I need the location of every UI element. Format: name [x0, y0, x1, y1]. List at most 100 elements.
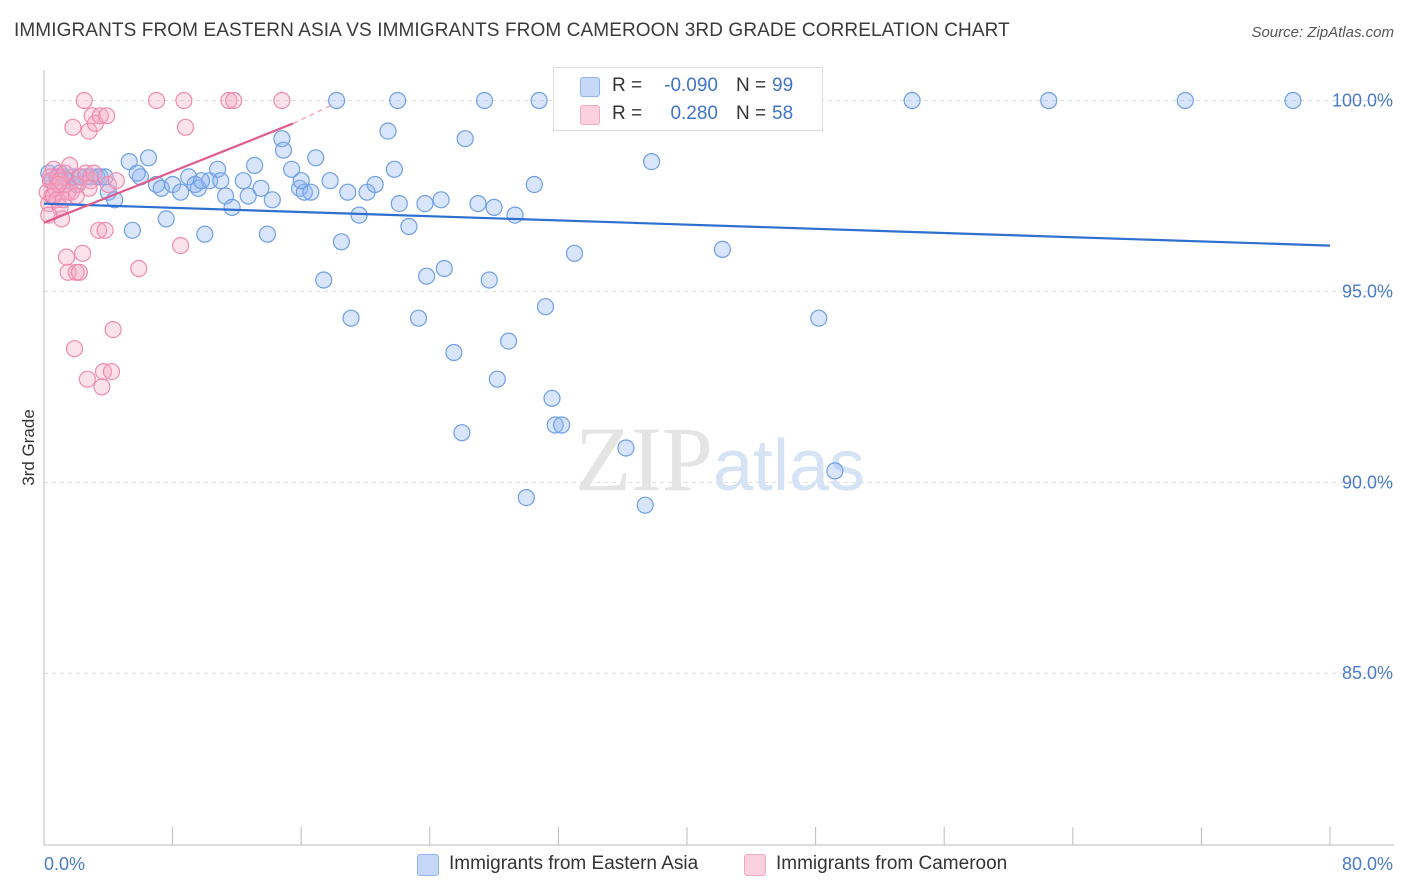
point-eastern-asia: [292, 172, 310, 190]
legend-label-eastern-asia: Immigrants from Eastern Asia: [449, 853, 699, 874]
point-eastern-asia: [152, 179, 170, 197]
data-points: [38, 91, 1302, 514]
point-cameroon: [64, 118, 82, 136]
point-eastern-asia: [400, 217, 418, 236]
point-cameroon: [130, 259, 148, 278]
point-eastern-asia: [246, 156, 264, 174]
point-eastern-asia: [223, 198, 241, 216]
point-eastern-asia: [385, 160, 403, 178]
point-cameroon: [73, 244, 92, 262]
point-cameroon: [225, 91, 243, 110]
point-eastern-asia: [390, 195, 408, 213]
legend-n-value: 99: [772, 75, 794, 96]
y-tick-label: 95.0%: [1342, 281, 1393, 301]
point-eastern-asia: [636, 496, 654, 514]
point-eastern-asia: [416, 195, 434, 213]
point-eastern-asia: [258, 225, 276, 243]
legend-swatch-cameroon: [580, 105, 600, 125]
legend-r-label: R =: [612, 75, 643, 96]
point-cameroon: [99, 175, 117, 194]
point-eastern-asia: [196, 225, 214, 243]
point-eastern-asia: [389, 91, 407, 110]
watermark: ZIPatlas: [575, 408, 865, 510]
point-eastern-asia: [500, 332, 518, 350]
point-eastern-asia: [488, 370, 506, 388]
point-eastern-asia: [172, 183, 190, 201]
point-eastern-asia: [418, 267, 436, 285]
trend-line-cameroon-extension: [292, 103, 334, 125]
trend-line-cameroon: [43, 122, 294, 224]
source-label: Source: ZipAtlas.com: [1251, 24, 1394, 41]
chart-title: IMMIGRANTS FROM EASTERN ASIA VS IMMIGRAN…: [14, 20, 1010, 41]
point-cameroon: [67, 187, 85, 205]
point-cameroon: [80, 179, 98, 197]
point-cameroon: [172, 237, 190, 255]
point-cameroon: [98, 107, 116, 125]
point-cameroon: [85, 164, 103, 182]
point-eastern-asia: [469, 195, 487, 213]
point-cameroon: [70, 263, 89, 281]
point-eastern-asia: [283, 160, 301, 178]
legend-n-label: N =: [736, 75, 767, 96]
point-eastern-asia: [617, 439, 635, 457]
point-cameroon: [61, 156, 79, 174]
point-eastern-asia: [475, 91, 494, 110]
legend-row-eastern-asia: R = -0.090 N = 99: [554, 72, 822, 100]
point-eastern-asia: [307, 149, 325, 167]
point-cameroon: [104, 321, 122, 339]
point-eastern-asia: [1284, 91, 1302, 110]
point-eastern-asia: [1040, 91, 1058, 110]
trend-line-eastern-asia: [43, 202, 1331, 247]
legend-r-value: 0.280: [670, 103, 718, 124]
point-eastern-asia: [321, 172, 339, 190]
point-eastern-asia: [530, 91, 548, 110]
point-cameroon: [147, 91, 166, 110]
point-eastern-asia: [432, 191, 450, 209]
point-eastern-asia: [525, 175, 543, 194]
point-eastern-asia: [435, 259, 453, 278]
point-eastern-asia: [302, 183, 320, 201]
point-eastern-asia: [239, 187, 257, 205]
legend-label-cameroon: Immigrants from Cameroon: [776, 853, 1008, 874]
point-eastern-asia: [826, 462, 844, 480]
point-cameroon: [176, 118, 195, 136]
point-eastern-asia: [409, 309, 428, 327]
point-cameroon: [175, 91, 193, 110]
legend-row-cameroon: R = 0.280 N = 58: [554, 100, 822, 128]
point-eastern-asia: [342, 309, 360, 327]
y-axis-label: 3rd Grade: [19, 409, 38, 486]
point-cameroon: [220, 91, 238, 110]
point-eastern-asia: [274, 141, 293, 159]
legend-n-value: 58: [772, 103, 794, 124]
point-cameroon: [93, 378, 111, 396]
point-eastern-asia: [139, 149, 158, 167]
y-tick-label: 85.0%: [1342, 663, 1393, 683]
point-eastern-asia: [543, 389, 561, 407]
trend-lines: [43, 103, 1331, 247]
point-eastern-asia: [379, 122, 397, 140]
point-cameroon: [78, 370, 97, 388]
point-eastern-asia: [480, 271, 498, 289]
point-eastern-asia: [263, 191, 281, 209]
point-eastern-asia: [810, 309, 828, 327]
point-eastern-asia: [123, 221, 141, 239]
point-eastern-asia: [252, 179, 270, 197]
point-eastern-asia: [453, 424, 471, 442]
point-cameroon: [91, 107, 109, 125]
point-cameroon: [96, 221, 114, 239]
point-eastern-asia: [506, 206, 524, 224]
point-eastern-asia: [339, 183, 357, 201]
point-eastern-asia: [517, 489, 535, 507]
point-eastern-asia: [157, 210, 175, 228]
point-eastern-asia: [536, 298, 555, 316]
point-eastern-asia: [903, 91, 921, 110]
point-eastern-asia: [192, 172, 211, 190]
tick-labels: 85.0% 90.0% 95.0% 100.0% 0.0% 80.0% 3rd Grade: [19, 91, 1393, 874]
legend-r-label: R =: [612, 103, 643, 124]
y-tick-label: 100.0%: [1332, 91, 1393, 111]
point-eastern-asia: [713, 240, 732, 258]
point-cameroon: [75, 91, 93, 110]
point-cameroon: [90, 221, 108, 239]
legend-swatch-cameroon: [744, 854, 766, 876]
